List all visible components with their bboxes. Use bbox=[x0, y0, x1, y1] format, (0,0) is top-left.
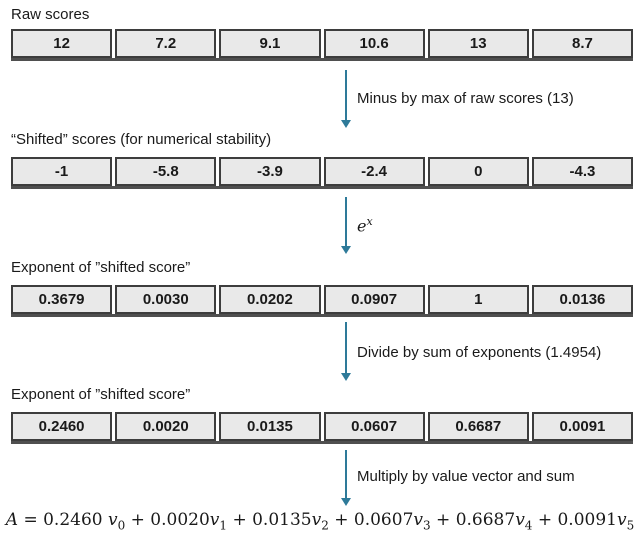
softmax-scores-row: 0.2460 0.0020 0.0135 0.0607 0.6687 0.0091 bbox=[11, 412, 634, 444]
arrow-line bbox=[345, 70, 347, 121]
score-cell: 0.0907 bbox=[323, 285, 425, 314]
arrow-label-exponent: ex bbox=[357, 213, 373, 234]
score-cell: 0.0091 bbox=[531, 412, 634, 441]
score-cell: 0.0607 bbox=[323, 412, 425, 441]
score-cell: 9.1 bbox=[219, 29, 321, 58]
down-arrow-icon bbox=[341, 70, 352, 128]
score-cell: 13 bbox=[427, 29, 529, 58]
score-cell: 0 bbox=[427, 157, 529, 186]
score-cell: 12 bbox=[11, 29, 113, 58]
down-arrow-icon bbox=[341, 322, 352, 381]
arrow-label-divide-sum: Divide by sum of exponents (1.4954) bbox=[357, 344, 602, 361]
arrow-label-multiply-value: Multiply by value vector and sum bbox=[357, 468, 575, 485]
arrow-line bbox=[345, 450, 347, 499]
down-arrow-icon bbox=[341, 197, 352, 254]
score-cell: -3.9 bbox=[219, 157, 321, 186]
x-superscript: x bbox=[366, 215, 373, 228]
arrow-head bbox=[341, 246, 351, 254]
shifted-scores-row: -1 -5.8 -3.9 -2.4 0 -4.3 bbox=[11, 157, 634, 189]
exponent-scores-row: 0.3679 0.0030 0.0202 0.0907 1 0.0136 bbox=[11, 285, 634, 317]
down-arrow-icon bbox=[341, 450, 352, 506]
score-cell: 1 bbox=[427, 285, 529, 314]
e-symbol: e bbox=[357, 216, 367, 236]
score-cell: -1 bbox=[11, 157, 113, 186]
score-cell: 0.3679 bbox=[11, 285, 113, 314]
arrow-line bbox=[345, 197, 347, 247]
score-cell: 0.0135 bbox=[219, 412, 321, 441]
score-cell: -2.4 bbox=[323, 157, 425, 186]
score-cell: 7.2 bbox=[115, 29, 217, 58]
exponent-scores-label: Exponent of ”shifted score” bbox=[11, 259, 191, 276]
softmax-scores-label: Exponent of ”shifted score” bbox=[11, 386, 191, 403]
score-cell: 0.0030 bbox=[115, 285, 217, 314]
arrow-head bbox=[341, 120, 351, 128]
arrow-head bbox=[341, 373, 351, 381]
score-cell: 0.2460 bbox=[11, 412, 113, 441]
raw-scores-row: 12 7.2 9.1 10.6 13 8.7 bbox=[11, 29, 634, 61]
attention-formula: A = 0.2460 v0 + 0.0020v1 + 0.0135v2 + 0.… bbox=[5, 510, 635, 533]
score-cell: 8.7 bbox=[531, 29, 634, 58]
score-cell: 0.0202 bbox=[219, 285, 321, 314]
score-cell: 0.6687 bbox=[427, 412, 529, 441]
score-cell: 0.0136 bbox=[531, 285, 634, 314]
arrow-head bbox=[341, 498, 351, 506]
score-cell: 10.6 bbox=[323, 29, 425, 58]
arrow-line bbox=[345, 322, 347, 374]
arrow-label-minus-max: Minus by max of raw scores (13) bbox=[357, 90, 574, 107]
score-cell: -4.3 bbox=[531, 157, 634, 186]
score-cell: 0.0020 bbox=[115, 412, 217, 441]
raw-scores-label: Raw scores bbox=[11, 6, 90, 23]
score-cell: -5.8 bbox=[115, 157, 217, 186]
shifted-scores-label: “Shifted” scores (for numerical stabilit… bbox=[11, 131, 272, 148]
